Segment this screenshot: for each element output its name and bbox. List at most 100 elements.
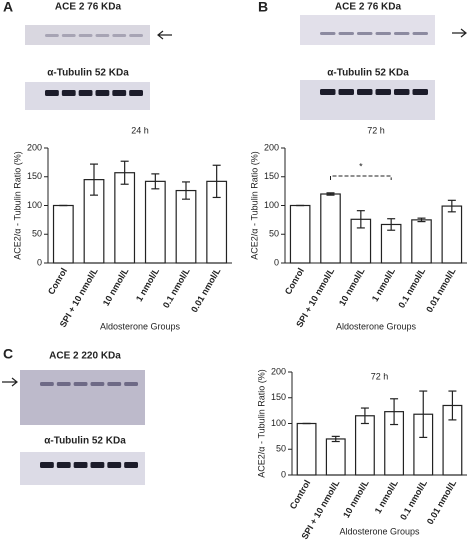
error-bar bbox=[360, 407, 369, 425]
y-axis-label: ACE2/α - Tubulin Ratio (%) bbox=[249, 151, 259, 259]
x-tick-label: 1 nmol/L bbox=[134, 266, 161, 303]
x-tick-label: 1 nmol/L bbox=[370, 266, 397, 303]
arrow bbox=[157, 30, 172, 40]
error-bar bbox=[331, 435, 340, 443]
y-tick-label: 100 bbox=[27, 200, 42, 210]
error-bar bbox=[151, 173, 160, 190]
x-tick-label: 10 nmol/L bbox=[341, 478, 371, 520]
blot-band bbox=[129, 34, 143, 37]
blot-band bbox=[40, 382, 54, 386]
blot-band bbox=[95, 90, 110, 96]
blot-band bbox=[124, 462, 138, 468]
blot-label: α-Tubulin 52 KDa bbox=[47, 68, 129, 79]
blot-band bbox=[61, 90, 76, 96]
arrow bbox=[2, 377, 18, 387]
arrows bbox=[2, 28, 467, 387]
blot bbox=[300, 15, 435, 45]
bar bbox=[175, 189, 197, 264]
x-tick-label: 0.01 nmol/L bbox=[425, 478, 459, 526]
blot-band bbox=[320, 89, 336, 95]
x-tick-label: 0.1 nmol/L bbox=[398, 478, 429, 522]
blot-label: ACE 2 76 KDa bbox=[335, 2, 402, 13]
x-tick-label: Conrol bbox=[283, 266, 306, 296]
blot-band bbox=[90, 382, 105, 386]
blot-band bbox=[73, 462, 88, 468]
blot-label: α-Tubulin 52 KDa bbox=[44, 436, 126, 447]
bar bbox=[320, 193, 341, 264]
y-tick-label: 50 bbox=[269, 229, 279, 239]
y-tick-label: 150 bbox=[271, 392, 286, 402]
y-tick-label: 150 bbox=[264, 171, 279, 181]
error-bar bbox=[447, 199, 456, 213]
x-tick-label: Control bbox=[288, 478, 313, 511]
blot-band bbox=[375, 89, 391, 95]
bar bbox=[296, 422, 317, 476]
bar bbox=[144, 180, 166, 264]
error-bar bbox=[448, 390, 457, 421]
blot-band bbox=[112, 90, 127, 96]
blot-band bbox=[56, 382, 71, 386]
bar bbox=[325, 438, 346, 476]
x-tick-label: 10 nmol/L bbox=[337, 266, 367, 308]
error-bar bbox=[182, 181, 190, 200]
blot bbox=[20, 370, 145, 425]
y-tick-label: 50 bbox=[276, 444, 286, 454]
error-bar bbox=[90, 163, 98, 196]
bar bbox=[354, 415, 375, 476]
y-tick-label: 50 bbox=[32, 229, 42, 239]
blot-band bbox=[78, 34, 93, 37]
error-bar bbox=[417, 217, 426, 223]
blot-band bbox=[394, 32, 410, 35]
error-bar bbox=[356, 210, 365, 229]
blot-band bbox=[90, 462, 105, 468]
bar bbox=[289, 204, 311, 264]
blot-band bbox=[394, 89, 410, 95]
blot-band bbox=[56, 462, 71, 468]
blot-band bbox=[129, 90, 143, 96]
blot-band bbox=[45, 34, 59, 37]
blot-band bbox=[95, 34, 110, 37]
y-tick-label: 150 bbox=[27, 171, 42, 181]
blot-band bbox=[73, 382, 88, 386]
y-axis-label: ACE2/α - Tubulin Ratio (%) bbox=[12, 151, 22, 259]
blot-band bbox=[107, 462, 122, 468]
bar bbox=[114, 172, 136, 264]
blot bbox=[20, 452, 145, 485]
x-tick-label: 0.01 nmol/L bbox=[189, 266, 223, 314]
x-axis-label: Aldosterone Groups bbox=[100, 321, 181, 331]
x-tick-label: 0.01 nmol/L bbox=[424, 266, 458, 314]
x-tick-label: 1 nmol/L bbox=[373, 478, 400, 515]
chart-title: 72 h bbox=[371, 371, 389, 381]
y-tick-label: 200 bbox=[264, 142, 279, 152]
arrow bbox=[452, 28, 467, 38]
error-bar bbox=[390, 398, 399, 426]
blot-band bbox=[124, 382, 138, 386]
blot-label: α-Tubulin 52 KDa bbox=[327, 68, 409, 79]
blot-band bbox=[375, 32, 391, 35]
chart-title: 72 h bbox=[367, 125, 385, 135]
blot-band bbox=[78, 90, 93, 96]
x-tick-label: 10 nmol/L bbox=[101, 266, 131, 308]
annotation: * bbox=[359, 161, 363, 171]
x-axis-label: Aldosterone Groups bbox=[336, 321, 417, 331]
error-bar bbox=[387, 218, 396, 231]
blot-band bbox=[412, 89, 428, 95]
blot-label: ACE 2 220 KDa bbox=[49, 351, 121, 362]
blot-band bbox=[112, 34, 127, 37]
blot-band bbox=[61, 34, 76, 37]
blot-band bbox=[45, 90, 59, 96]
y-tick-label: 0 bbox=[281, 469, 286, 479]
error-bar bbox=[212, 164, 221, 199]
blot bbox=[300, 80, 435, 120]
x-tick-label: Conrol bbox=[46, 266, 69, 296]
blot-band bbox=[40, 462, 54, 468]
panel-label: A bbox=[3, 0, 13, 15]
x-axis-label: Aldosterone Groups bbox=[339, 526, 420, 536]
y-tick-label: 100 bbox=[271, 418, 286, 428]
blot-band bbox=[107, 382, 122, 386]
x-tick-label: 0.1 nmol/L bbox=[396, 266, 427, 310]
bar bbox=[52, 204, 74, 264]
error-bar bbox=[419, 390, 428, 439]
blot-band bbox=[338, 89, 354, 95]
y-tick-label: 200 bbox=[271, 366, 286, 376]
